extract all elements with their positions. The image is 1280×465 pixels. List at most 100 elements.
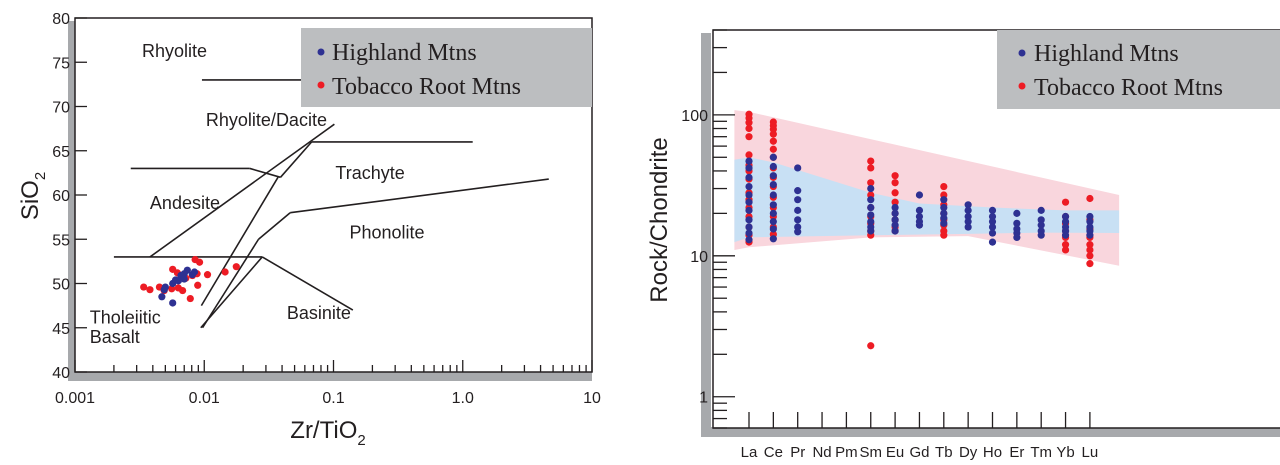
point-highland-mtns-eu [891, 203, 899, 212]
point-highland-mtns-sm [867, 227, 875, 235]
chart2-range-band-blue [734, 157, 1120, 243]
point-tobacco-root-mtns-la [745, 124, 753, 133]
boundary-line-11 [261, 256, 354, 311]
rare-earth-element-chart: La Ce Pr Nd Pm Sm Eu Gd Tb Dy Ho Er Tm Yb Lu 1 10 100 Hig… [646, 29, 1280, 461]
chart1-y-axis-label: SiO2 [17, 172, 49, 220]
point-highland-mtns-tm [1037, 216, 1045, 224]
point-tobacco-root-mtns [168, 285, 176, 293]
y-tick-label: 40 [52, 365, 70, 382]
boundary-line-7 [201, 238, 260, 329]
point-tobacco-root-mtns-eu [891, 198, 899, 206]
point-highland-mtns-eu [891, 227, 899, 235]
point-highland-mtns-sm [867, 217, 875, 226]
point-highland-mtns-ho [988, 229, 997, 237]
point-highland-mtns-tb [940, 214, 948, 222]
y-tick-label: 65 [52, 144, 70, 161]
point-highland-mtns-ho [988, 206, 997, 214]
point-highland-mtns [183, 266, 191, 274]
x-tick-label: 1.0 [452, 390, 474, 407]
boundary-line-6 [200, 176, 279, 307]
point-highland-mtns-sm [867, 196, 875, 204]
point-tobacco-root-mtns-lu [1086, 246, 1094, 254]
chart2-legend: Highland Mtns Tobacco Root Mtns [997, 30, 1280, 109]
point-highland-mtns-ho [988, 223, 997, 231]
chart1-points [140, 256, 240, 307]
x-tick-label: 0.01 [189, 390, 220, 407]
field-label-basinite: Basinite [287, 303, 351, 323]
chart1-y-axis-label-sub: 2 [32, 172, 49, 180]
point-highland-mtns-la [745, 191, 753, 199]
y-tick-label: 45 [52, 321, 70, 338]
chart2-legend-marker-tobacco [1018, 82, 1026, 90]
point-highland-mtns-pr [794, 206, 802, 214]
point-highland-mtns-la [745, 198, 753, 206]
point-tobacco-root-mtns-sm [867, 342, 875, 350]
point-highland-mtns-dy [964, 223, 972, 231]
point-highland-mtns-dy [964, 206, 972, 214]
x-tick-label-ho: Ho [983, 444, 1002, 461]
chart2-legend-box [997, 30, 1280, 109]
point-highland-mtns-er [1013, 219, 1021, 227]
chart1-legend-label-highland: Highland Mtns [332, 40, 477, 66]
chart1-legend: Highland Mtns Tobacco Root Mtns [301, 28, 592, 107]
chart1-legend-marker-tobacco [317, 81, 325, 89]
point-highland-mtns-lu [1086, 231, 1094, 239]
point-tobacco-root-mtns [203, 271, 212, 279]
chart1-x-axis-label-main: Zr/TiO [290, 417, 357, 444]
point-tobacco-root-mtns-eu [891, 172, 899, 180]
point-tobacco-root-mtns-yb [1061, 241, 1070, 249]
chart1-frame-shadow-left [68, 21, 78, 381]
point-tobacco-root-mtns [140, 283, 148, 291]
chart1-legend-label-tobacco: Tobacco Root Mtns [332, 74, 521, 100]
point-highland-mtns-la [745, 164, 753, 172]
y-tick-label: 55 [52, 232, 70, 249]
y-tick-label: 70 [52, 100, 70, 117]
point-highland-mtns [161, 283, 169, 291]
point-highland-mtns-ce [769, 162, 777, 171]
field-label-phonolite: Phonolite [350, 222, 425, 242]
point-highland-mtns-ho [988, 217, 997, 226]
point-highland-mtns-pr [794, 228, 802, 236]
point-tobacco-root-mtns-sm [867, 164, 875, 172]
x-tick-label-gd: Gd [909, 444, 929, 461]
y-tick-label: 60 [52, 188, 70, 205]
x-tick-label-sm: Sm [860, 444, 883, 461]
point-tobacco-root-mtns [146, 286, 154, 294]
point-tobacco-root-mtns-sm [867, 157, 875, 165]
point-highland-mtns-la [745, 229, 753, 237]
point-highland-mtns-la [745, 182, 753, 191]
point-tobacco-root-mtns-la [745, 151, 753, 159]
point-highland-mtns-tm [1037, 206, 1045, 214]
chart1-x-axis-label-sub: 2 [357, 432, 365, 449]
chart1-ticks: 0.001 0.01 0.1 1.0 10 40 45 50 55 60 65 70 75 80 [52, 11, 601, 407]
point-highland-mtns-ce [769, 191, 777, 199]
point-highland-mtns-pr [794, 216, 802, 224]
point-highland-mtns-la [745, 216, 753, 224]
point-tobacco-root-mtns [221, 268, 229, 276]
point-highland-mtns-pr [794, 196, 802, 204]
point-tobacco-root-mtns [186, 294, 194, 303]
chart2-points [745, 110, 1094, 350]
point-highland-mtns-ce [769, 209, 777, 217]
chart1-frame-shadow-bottom [68, 371, 592, 381]
x-tick-label-tm: Tm [1030, 444, 1052, 461]
point-tobacco-root-mtns-eu [891, 189, 899, 197]
point-highland-mtns-sm [867, 184, 875, 193]
x-tick-label-lu: Lu [1082, 444, 1099, 461]
point-highland-mtns-ce [769, 180, 777, 189]
point-highland-mtns-ce [769, 153, 777, 161]
field-label-basalt: Basalt [90, 327, 140, 347]
point-highland-mtns-dy [964, 201, 972, 209]
x-tick-label-la: La [741, 444, 758, 461]
chart2-legend-marker-highland [1018, 49, 1026, 57]
point-highland-mtns-dy [964, 217, 972, 226]
field-label-andesite: Andesite [150, 193, 220, 213]
point-tobacco-root-mtns-lu [1086, 241, 1094, 249]
boundary-line-5 [149, 123, 335, 258]
point-tobacco-root-mtns [232, 263, 240, 271]
point-highland-mtns-sm [867, 211, 875, 219]
y-tick-label: 100 [681, 108, 708, 125]
y-tick-label: 10 [690, 249, 708, 266]
point-highland-mtns [180, 275, 188, 283]
zr-tio2-vs-sio2-chart: Rhyolite Rhyolite/Dacite Trachyte Andesite P… [17, 11, 601, 449]
